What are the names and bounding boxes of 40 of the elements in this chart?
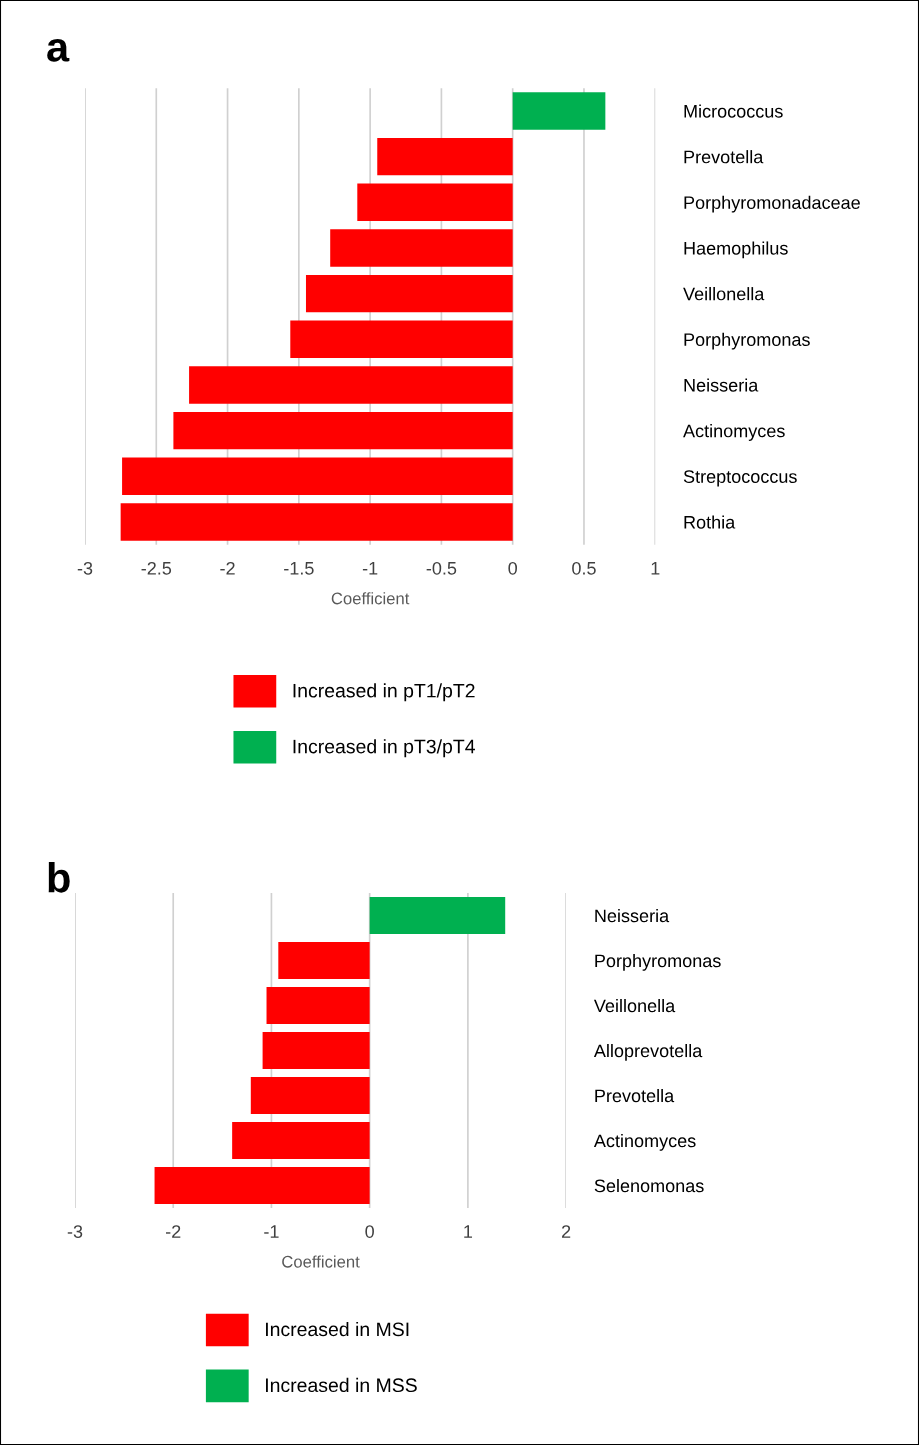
y-tick-label: Neisseria: [684, 378, 759, 392]
y-tick-label: Veillonella: [593, 998, 676, 1013]
x-tick-label: 1: [651, 562, 660, 575]
y-tick-label: Porphyromonas: [684, 332, 810, 350]
legend-label: Increased in pT3/pT4: [293, 739, 475, 758]
chart-title: b: [48, 862, 70, 893]
y-tick-label: Selenomonas: [594, 1178, 704, 1193]
x-tick-label: -2.5: [141, 561, 172, 575]
x-tick-label: -3: [77, 561, 93, 575]
legend-label: Increased in pT1/pT2: [293, 683, 475, 702]
x-axis-title: Coefficient: [331, 592, 410, 605]
chart-title: a: [47, 38, 70, 62]
y-tick-label: Prevotella: [595, 1088, 675, 1103]
x-tick-label: 0: [508, 561, 517, 575]
x-axis-title: Coefficient: [282, 1255, 360, 1268]
y-tick-label: Haemophilus: [684, 241, 788, 259]
y-tick-label: Rothia: [684, 515, 736, 529]
x-tick-label: -1: [264, 1225, 279, 1238]
y-tick-label: Micrococcus: [684, 104, 783, 118]
legend-label: Increased in MSI: [266, 1321, 409, 1337]
x-tick-label: 0: [365, 1225, 374, 1238]
y-tick-label: Porphyromonas: [595, 953, 721, 971]
y-tick-label: Actinomyces: [683, 424, 785, 441]
y-tick-label: Streptococcus: [683, 470, 797, 487]
x-tick-label: -1.5: [284, 562, 314, 575]
x-tick-label: -1: [362, 562, 378, 575]
y-tick-label: Neisseria: [595, 908, 670, 923]
x-tick-label: -2: [220, 561, 235, 575]
y-tick-label: Actinomyces: [593, 1133, 696, 1151]
legend-label: Increased in MSS: [266, 1377, 417, 1393]
y-tick-label: Veillonella: [683, 287, 765, 301]
y-tick-label: Prevotella: [684, 150, 764, 164]
x-tick-label: -2: [165, 1225, 181, 1238]
x-tick-label: 0.5: [572, 561, 596, 575]
y-tick-label: Porphyromonadaceae: [684, 195, 860, 213]
x-tick-label: -3: [67, 1225, 83, 1238]
x-tick-label: 1: [464, 1225, 473, 1238]
y-tick-label: Alloprevotella: [593, 1043, 703, 1061]
x-tick-label: -0.5: [426, 561, 457, 575]
x-tick-label: 2: [561, 1225, 571, 1238]
